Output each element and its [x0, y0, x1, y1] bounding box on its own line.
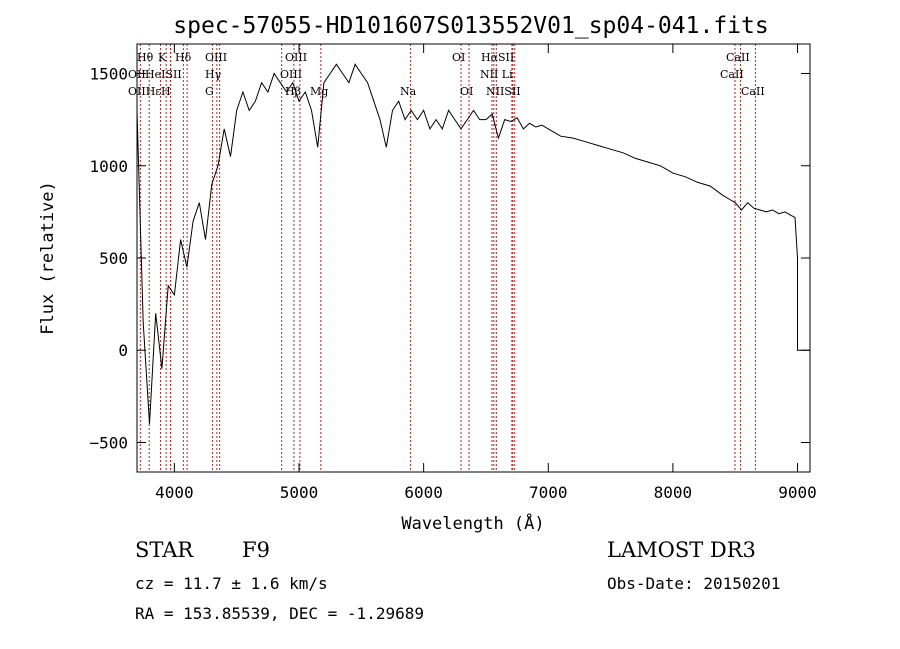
- line-label-2-4: Na: [400, 85, 417, 98]
- survey-name: LAMOST DR3: [607, 538, 756, 562]
- y-tick-label-3: 1000: [89, 157, 128, 176]
- redshift-text: cz = 11.7 ± 1.6 km/s: [135, 574, 328, 593]
- y-tick-label-4: 1500: [89, 65, 128, 84]
- x-tick-label-3: 7000: [529, 483, 568, 502]
- line-label-0-2: Hδ: [175, 51, 192, 64]
- line-label-0-7: CaII: [726, 51, 750, 64]
- line-label-1-2: Hγ: [205, 68, 222, 81]
- x-tick-label-0: 4000: [155, 483, 194, 502]
- line-label-2-6: NIISII: [486, 85, 521, 98]
- y-tick-label-0: −500: [89, 433, 128, 452]
- x-tick-label-1: 5000: [280, 483, 319, 502]
- line-label-0-0: Hθ: [137, 51, 154, 64]
- line-label-0-4: OIII: [285, 51, 307, 64]
- object-subclass: F9: [242, 538, 270, 562]
- x-tick-label-4: 8000: [654, 483, 693, 502]
- line-label-1-1: HeISII: [145, 68, 182, 81]
- line-label-1-4: NII Li: [480, 68, 513, 81]
- chart-title: spec-57055-HD101607S013552V01_sp04-041.f…: [173, 13, 768, 39]
- line-label-0-5: OI: [452, 51, 465, 64]
- obs-date-text: Obs-Date: 20150201: [607, 574, 781, 593]
- x-axis-label: Wavelength (Å): [401, 512, 544, 534]
- y-tick-label-2: 500: [99, 249, 128, 268]
- x-tick-label-5: 9000: [778, 483, 817, 502]
- line-label-0-1: K: [158, 51, 167, 64]
- line-label-1-5: CaII: [720, 68, 744, 81]
- object-class: STAR: [135, 538, 194, 562]
- line-label-0-6: HαSII: [481, 51, 514, 64]
- y-tick-label-1: 0: [118, 341, 128, 360]
- y-axis-label: Flux (relative): [38, 181, 58, 335]
- line-label-2-7: CaII: [741, 85, 765, 98]
- flux-series-line: [136, 63, 810, 425]
- line-label-2-5: OI: [460, 85, 473, 98]
- line-label-1-3: OIII: [280, 68, 302, 81]
- coordinates-text: RA = 153.85539, DEC = -1.29689: [135, 604, 424, 623]
- y-axis-ticks: −500 0 500 1000 1500: [89, 65, 810, 452]
- x-tick-label-2: 6000: [404, 483, 443, 502]
- line-label-2-1: G: [205, 85, 214, 98]
- line-label-0-3: OIII: [205, 51, 227, 64]
- x-axis-ticks: 4000 5000 6000 7000 8000 9000: [155, 44, 817, 502]
- line-label-2-0: OIIHεH: [128, 85, 171, 98]
- line-label-2-3: Mg: [310, 85, 328, 98]
- spectral-line-markers: [139, 44, 756, 472]
